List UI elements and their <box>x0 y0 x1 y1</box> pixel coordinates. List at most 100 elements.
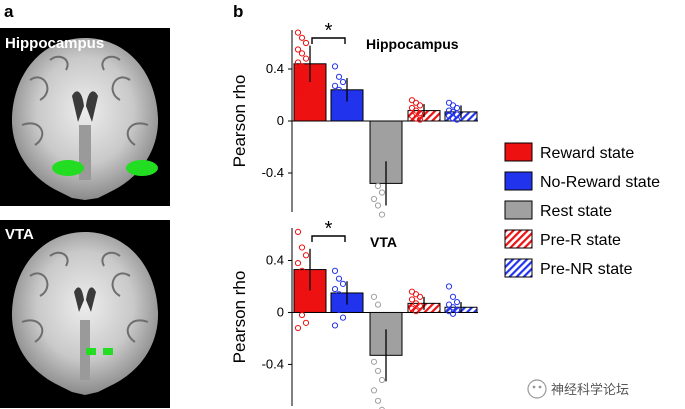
data-point <box>335 95 343 103</box>
brain-image-vta: VTA <box>0 220 170 408</box>
data-point <box>302 39 310 47</box>
data-point <box>370 324 378 332</box>
data-point <box>449 293 457 300</box>
data-point <box>294 259 302 267</box>
chart-hippocampus: 0.4 0 -0.4 Pearson rho Hippocampus * <box>230 20 478 218</box>
brain-label-hippocampus: Hippocampus <box>5 35 104 52</box>
data-point <box>302 252 310 259</box>
significance-star: * <box>325 218 333 240</box>
watermark-text: 神经科学论坛 <box>551 382 629 398</box>
legend-label: No-Reward state <box>540 174 660 191</box>
panel-letter-b: b <box>233 2 243 21</box>
data-point <box>294 85 302 92</box>
brain-image-hippocampus: Hippocampus <box>0 28 170 206</box>
y-axis-label: Pearson rho <box>230 75 249 168</box>
y-tick-label: -0.4 <box>262 356 284 371</box>
data-point <box>335 104 343 112</box>
data-point <box>298 285 306 293</box>
data-point <box>294 46 302 53</box>
data-point <box>294 72 302 79</box>
data-point <box>298 34 306 41</box>
data-point <box>331 322 339 329</box>
data-point <box>370 133 378 140</box>
data-point <box>374 202 382 209</box>
chart-title: Hippocampus <box>366 36 459 52</box>
data-point <box>298 50 306 57</box>
y-tick-label: 0 <box>277 304 284 319</box>
data-point <box>339 90 347 97</box>
data-point <box>335 73 343 80</box>
data-point <box>453 104 461 112</box>
data-point <box>416 102 424 109</box>
data-point <box>335 291 343 298</box>
data-point <box>416 293 424 300</box>
data-point <box>370 387 378 394</box>
data-point <box>378 348 386 355</box>
data-point <box>370 358 378 365</box>
legend-swatch <box>504 171 533 191</box>
data-point <box>378 189 386 196</box>
roi-vta-left <box>86 348 96 355</box>
roi-left <box>52 160 84 176</box>
data-point <box>374 367 382 375</box>
data-point <box>331 82 339 90</box>
data-point <box>416 116 424 123</box>
data-point <box>298 244 306 251</box>
data-point <box>374 182 382 190</box>
data-point <box>408 296 416 303</box>
data-point <box>449 115 457 122</box>
y-tick-label: -0.4 <box>262 165 284 180</box>
data-point <box>331 267 339 274</box>
data-point <box>298 311 306 319</box>
data-point <box>339 296 347 303</box>
data-point <box>379 406 385 409</box>
data-point <box>374 337 382 345</box>
data-point <box>294 302 302 310</box>
data-point <box>445 283 453 290</box>
legend-label: Pre-NR state <box>540 261 633 278</box>
brain-label-vta: VTA <box>5 226 34 243</box>
data-point <box>412 308 420 315</box>
legend-swatch <box>504 229 533 249</box>
y-tick-label: 0.4 <box>266 252 284 267</box>
data-point <box>298 63 306 70</box>
data-point <box>374 397 382 404</box>
data-point <box>331 301 339 308</box>
data-point <box>302 293 310 300</box>
data-point <box>412 115 420 122</box>
roi-right <box>126 160 158 176</box>
data-point <box>335 86 343 93</box>
data-point <box>416 302 424 310</box>
data-point <box>378 154 386 161</box>
data-point <box>378 211 386 218</box>
data-point <box>374 143 382 151</box>
data-point <box>370 195 378 203</box>
data-point <box>294 324 302 332</box>
data-point <box>298 76 306 83</box>
significance-bracket <box>311 235 346 242</box>
data-point <box>449 310 457 317</box>
chart-title: VTA <box>370 234 397 250</box>
data-point <box>302 274 310 281</box>
data-point <box>298 89 306 96</box>
data-point <box>339 99 347 106</box>
data-point <box>302 81 310 88</box>
legend-swatch <box>504 142 533 162</box>
data-point <box>370 293 378 300</box>
data-point <box>374 301 382 308</box>
panel-letter-a: a <box>4 2 14 21</box>
legend-label: Pre-R state <box>540 232 621 249</box>
legend-label: Reward state <box>540 145 634 162</box>
data-point <box>331 285 339 293</box>
data-point <box>339 314 347 321</box>
y-tick-label: 0 <box>277 113 284 128</box>
data-point <box>294 280 302 287</box>
data-point <box>294 59 302 66</box>
legend: Reward state No-Reward state Rest state Pre… <box>504 142 660 278</box>
data-point <box>294 29 302 36</box>
data-point <box>335 275 343 282</box>
data-point <box>298 267 306 274</box>
significance-star: * <box>325 20 333 42</box>
data-point <box>302 319 310 326</box>
